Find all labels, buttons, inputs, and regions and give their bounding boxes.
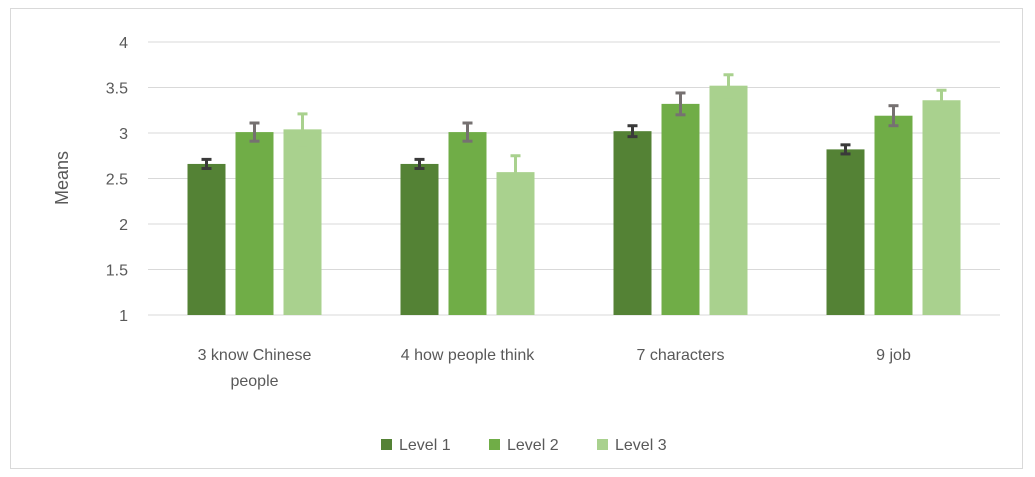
bar-level-1 (400, 163, 439, 315)
error-bar (510, 154, 521, 191)
legend-label: Level 2 (507, 437, 559, 454)
x-category-label: 9 job (876, 347, 911, 364)
bar-level-2 (235, 132, 274, 315)
bar-level-3 (283, 129, 322, 315)
legend-swatch (597, 439, 608, 450)
legend-label: Level 3 (615, 437, 667, 454)
x-category-label: 4 how people think (401, 347, 535, 364)
error-bar (723, 73, 734, 99)
x-category-label: people (230, 373, 278, 390)
bar-level-2 (874, 115, 913, 316)
bar-level-2 (661, 103, 700, 315)
error-bar (936, 88, 947, 112)
legend: Level 1 Level 2 Level 3 (381, 437, 667, 454)
y-tick-label: 1 (119, 308, 128, 325)
error-bar (627, 124, 638, 139)
legend-swatch (381, 439, 392, 450)
bar-level-3 (922, 100, 961, 316)
error-bar (888, 104, 899, 128)
bar-level-1 (613, 131, 652, 315)
y-axis-label: Means (52, 151, 72, 205)
x-axis-categories: 3 know Chinese people 4 how people think 7 … (198, 347, 911, 390)
bar-level-2 (448, 132, 487, 315)
error-bar (462, 121, 473, 143)
error-bar (840, 143, 851, 156)
bar-level-3 (709, 85, 748, 316)
gridlines (148, 41, 1000, 316)
legend-swatch (489, 439, 500, 450)
y-tick-label: 2.5 (106, 172, 128, 189)
error-bar (249, 121, 260, 143)
error-bars (201, 73, 947, 191)
legend-label: Level 1 (399, 437, 451, 454)
y-tick-label: 4 (119, 35, 128, 52)
y-axis-ticks: 1 1.5 2 2.5 3 3.5 4 (106, 35, 128, 325)
bar-level-3 (496, 172, 535, 315)
x-category-label: 7 characters (636, 347, 724, 364)
error-bar (297, 112, 308, 147)
y-tick-label: 3 (119, 126, 128, 143)
bars (187, 85, 961, 316)
error-bar (201, 157, 212, 170)
y-tick-label: 2 (119, 217, 128, 234)
error-bar (675, 91, 686, 117)
bar-level-1 (826, 149, 865, 315)
error-bar (414, 157, 425, 170)
bar-level-1 (187, 163, 226, 315)
y-tick-label: 3.5 (106, 81, 128, 98)
y-tick-label: 1.5 (106, 263, 128, 280)
x-category-label: 3 know Chinese (198, 347, 312, 364)
